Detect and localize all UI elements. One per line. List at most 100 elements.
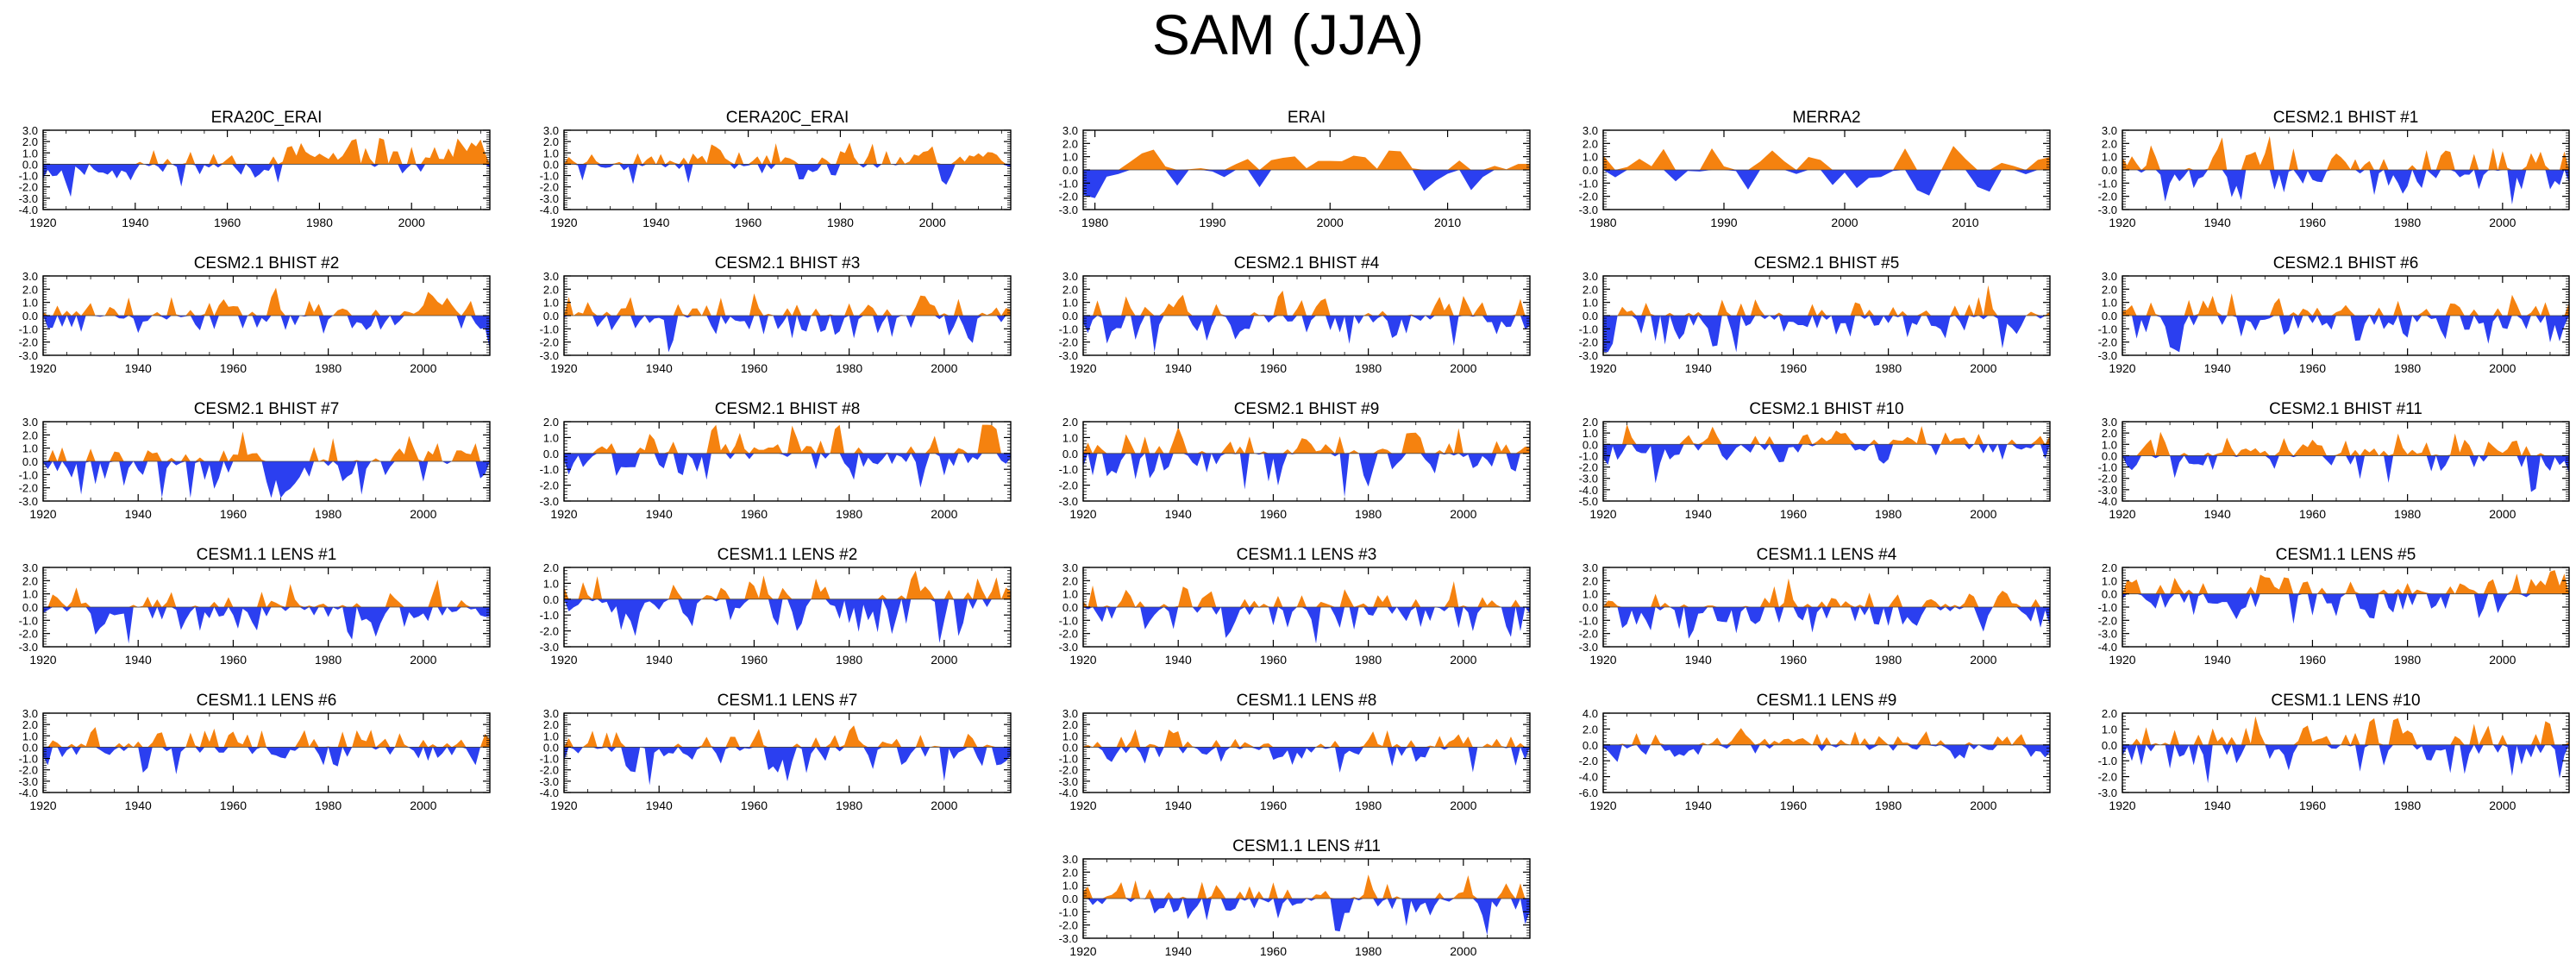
panel-10: CESM2.1 BHIST #6 3.02.01.00.0-1.0-2.0-3.0…: [2098, 254, 2570, 375]
x-tick-label: 2000: [398, 216, 425, 229]
y-tick-label: -2.0: [1579, 461, 1598, 474]
x-tick-label: 1920: [1069, 944, 1096, 958]
x-tick-label: 1980: [306, 216, 333, 229]
panel-8: CESM2.1 BHIST #4 3.02.01.00.0-1.0-2.0-3.0…: [1059, 254, 1531, 375]
x-tick-label: 1980: [836, 653, 862, 667]
y-tick-label: -2.0: [540, 479, 559, 492]
y-tick-label: 1.0: [1062, 588, 1078, 601]
plot-frame: [1602, 421, 2051, 502]
y-tick-label: -2.0: [540, 764, 559, 777]
x-tick-label: 1940: [122, 216, 148, 229]
negative-area: [564, 453, 1011, 488]
y-tick-label: -1.0: [2098, 755, 2117, 767]
y-tick-label: 2.0: [2102, 137, 2117, 150]
y-tick-label: -2.0: [1059, 919, 1078, 932]
y-tick-label: 3.0: [1062, 853, 1078, 866]
y-tick-label: -1.0: [1579, 614, 1598, 627]
y-tick-label: -1.0: [1059, 753, 1078, 766]
x-tick-label: 1940: [1685, 361, 1712, 375]
y-tick-label: 3.0: [1583, 561, 1598, 574]
y-tick-label: -2.0: [1059, 336, 1078, 349]
panel-title: CESM2.1 BHIST #2: [194, 254, 340, 273]
y-tick-label: -1.0: [2098, 461, 2117, 474]
y-tick-label: 2.0: [543, 416, 559, 429]
y-tick-label: 2.0: [1583, 283, 1598, 296]
positive-area: [1083, 149, 1530, 170]
x-tick-label: 1980: [1081, 216, 1108, 229]
x-tick-label: 2000: [1970, 361, 1996, 375]
panel-title: MERRA2: [1792, 109, 1860, 127]
x-tick-label: 2000: [410, 361, 436, 375]
y-tick-label: -2.0: [1059, 628, 1078, 641]
y-tick-label: 3.0: [22, 416, 38, 429]
y-tick-label: 2.0: [1062, 283, 1078, 296]
panel-13: CESM2.1 BHIST #9 2.0 1.0 0.0 -1.0 -2.0 -3.0192…: [1059, 400, 1531, 521]
plot-frame: [1082, 712, 1531, 793]
y-tick-label: 0.0: [1062, 448, 1078, 460]
positive-area: [1603, 728, 2050, 745]
y-tick-label: 2.0: [543, 135, 559, 148]
y-tick-label: -3.0: [1059, 495, 1078, 508]
y-tick-label: 2.0: [1062, 416, 1078, 429]
y-tick-label: 0.0: [1062, 893, 1078, 905]
panel-2: CERA20C_ERAI 3.02.01.00.0-1.0-2.0-3.0-4.0…: [540, 109, 1012, 229]
x-tick-label: 1920: [1589, 799, 1616, 812]
x-tick-label: 1960: [1260, 507, 1287, 521]
x-tick-label: 1980: [1355, 944, 1382, 958]
x-tick-label: 1920: [550, 507, 577, 521]
y-tick-label: 2.0: [1062, 574, 1078, 587]
y-tick-label: -4.0: [2098, 495, 2117, 508]
positive-area: [564, 293, 1011, 316]
y-tick-label: -3.0: [1059, 641, 1078, 654]
y-tick-label: 0.0: [22, 601, 38, 614]
x-tick-label: 1940: [646, 507, 673, 521]
y-tick-label: 1.0: [2102, 438, 2117, 451]
y-tick-label: -3.0: [1059, 932, 1078, 945]
plot-frame: [2122, 567, 2570, 648]
y-tick-label: -3.0: [1579, 349, 1598, 362]
positive-area: [43, 579, 490, 607]
negative-area: [1083, 170, 1530, 198]
panel-title: CESM1.1 LENS #6: [197, 692, 337, 710]
negative-area: [564, 316, 1011, 353]
x-tick-label: 1960: [220, 653, 247, 667]
panel-21: CESM1.1 LENS #6 3.02.01.00.0-1.0-2.0-3.0-…: [19, 692, 491, 812]
panel-title: CESM1.1 LENS #2: [718, 546, 858, 564]
x-tick-label: 1980: [836, 361, 862, 375]
y-tick-label: 4.0: [1583, 707, 1598, 720]
y-tick-label: 3.0: [1062, 270, 1078, 283]
y-tick-label: -4.0: [540, 204, 559, 216]
x-tick-label: 2000: [1450, 944, 1476, 958]
y-tick-label: 0.0: [2102, 164, 2117, 177]
y-tick-label: -2.0: [19, 482, 38, 495]
x-tick-label: 1960: [741, 361, 768, 375]
y-tick-label: 0.0: [22, 310, 38, 323]
positive-area: [1603, 285, 2050, 316]
negative-area: [1603, 744, 2050, 762]
negative-area: [564, 747, 1011, 786]
x-tick-label: 1980: [315, 653, 342, 667]
x-tick-label: 1940: [646, 361, 673, 375]
y-tick-label: 2.0: [1583, 416, 1598, 429]
x-tick-label: 1940: [646, 799, 673, 812]
y-tick-label: 0.0: [22, 455, 38, 468]
y-tick-label: -5.0: [1579, 495, 1598, 508]
x-tick-label: 2000: [1970, 799, 1996, 812]
y-tick-label: -1.0: [1059, 323, 1078, 335]
x-tick-label: 2000: [1450, 653, 1476, 667]
positive-area: [564, 725, 1011, 748]
y-tick-label: 2.0: [22, 574, 38, 587]
positive-area: [1083, 427, 1530, 454]
panel-title: CESM1.1 LENS #4: [1757, 546, 1897, 564]
y-tick-label: -2.0: [1059, 479, 1078, 492]
x-tick-label: 2000: [919, 216, 946, 229]
x-tick-label: 1940: [125, 361, 152, 375]
y-tick-label: -2.0: [19, 336, 38, 349]
plot-frame: [563, 712, 1012, 793]
positive-area: [1603, 578, 2050, 607]
x-tick-label: 1920: [1589, 507, 1616, 521]
x-tick-label: 2000: [1450, 799, 1476, 812]
positive-area: [564, 570, 1011, 599]
x-tick-label: 1960: [1260, 944, 1287, 958]
positive-area: [564, 142, 1011, 165]
